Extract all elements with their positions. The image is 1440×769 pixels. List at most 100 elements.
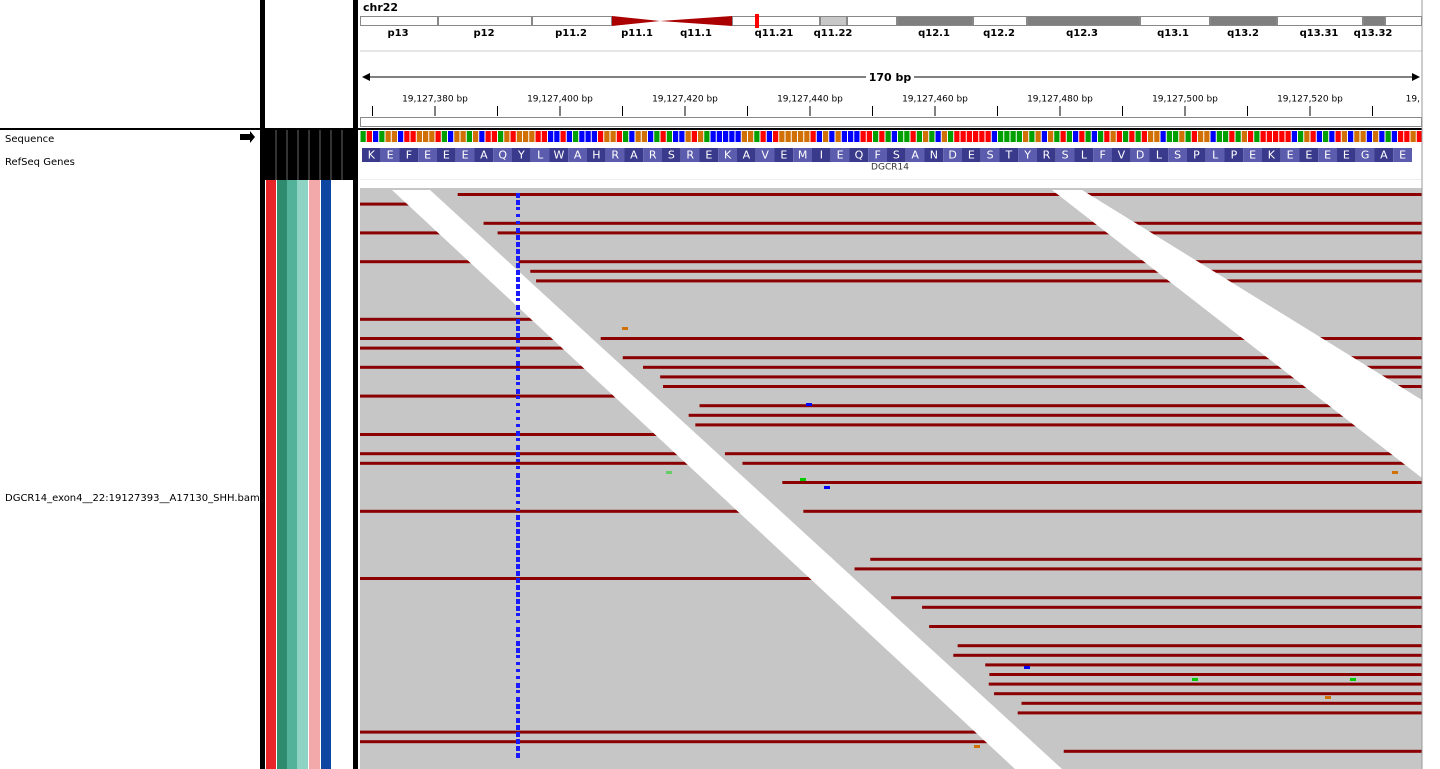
base — [1091, 131, 1097, 142]
insertion — [516, 739, 520, 744]
base — [1016, 131, 1022, 142]
mismatch — [1325, 696, 1331, 699]
amino-acid: E — [1305, 149, 1312, 162]
mismatch-read — [600, 337, 1440, 340]
mismatch-read — [922, 605, 1440, 609]
mismatch-read — [497, 231, 1440, 235]
track-name[interactable]: Sequence — [5, 134, 54, 145]
base — [885, 131, 891, 142]
base — [1323, 131, 1329, 142]
base — [591, 131, 597, 142]
amino-acid: L — [1212, 149, 1219, 162]
insertion — [516, 564, 520, 569]
base — [598, 131, 604, 142]
cytoband-label: q13.32 — [1354, 28, 1393, 39]
insertion — [516, 270, 520, 275]
mismatch — [666, 471, 672, 474]
insertion — [516, 634, 520, 637]
track-name[interactable]: RefSeq Genes — [5, 157, 75, 168]
strand-arrow[interactable] — [240, 131, 255, 143]
base — [1266, 131, 1272, 142]
base — [1179, 131, 1185, 142]
base — [535, 131, 541, 142]
codon — [793, 148, 812, 162]
amino-acid: E — [1343, 149, 1350, 162]
cytoband — [732, 16, 820, 26]
amino-acid: F — [1099, 149, 1105, 162]
base — [1029, 131, 1035, 142]
base — [735, 131, 741, 142]
ruler-label: 19,127,520 bp — [1277, 95, 1343, 105]
base — [1166, 131, 1172, 142]
base — [698, 131, 704, 142]
mismatch-read — [518, 260, 1440, 264]
divider — [0, 128, 1440, 130]
codon — [512, 148, 531, 162]
chromosome-name[interactable]: chr22 — [363, 1, 398, 14]
cytoband — [532, 16, 612, 26]
base — [916, 131, 922, 142]
insertion — [516, 648, 520, 653]
base — [860, 131, 866, 142]
mismatch-read — [622, 356, 1440, 360]
base — [766, 131, 772, 142]
base — [991, 131, 997, 142]
amino-acid: N — [930, 149, 938, 162]
base — [1104, 131, 1110, 142]
mismatch — [974, 745, 980, 748]
insertion — [516, 718, 520, 723]
codon — [1243, 148, 1262, 162]
base — [966, 131, 972, 142]
gene-label[interactable]: DGCR14 — [871, 163, 909, 173]
insertion — [516, 228, 520, 233]
base — [791, 131, 797, 142]
codon — [718, 148, 737, 162]
mismatch-read — [1021, 701, 1440, 705]
base — [1235, 131, 1241, 142]
codon — [587, 148, 606, 162]
amino-acid: A — [1380, 149, 1388, 162]
base — [873, 131, 879, 142]
ideogram[interactable]: p13 p12 p11.2 p11.1 q11.1 q11.21 q11.22 q12.1 q1… — [360, 14, 1422, 39]
base — [760, 131, 766, 142]
cytoband — [897, 16, 973, 26]
codon — [1149, 148, 1169, 162]
base — [929, 131, 935, 142]
base — [804, 131, 810, 142]
ruler-label: 19,127,480 bp — [1027, 95, 1093, 105]
ruler-label: 19,127,420 bp — [652, 95, 718, 105]
codon — [362, 148, 381, 162]
insertion — [516, 655, 520, 658]
divider — [260, 0, 265, 769]
insertion — [516, 620, 520, 623]
mismatch-read — [360, 202, 419, 206]
insertion — [516, 704, 520, 709]
base — [423, 131, 429, 142]
insertion — [516, 550, 520, 555]
amino-acid: E — [837, 149, 844, 162]
mismatch-read — [699, 404, 1440, 408]
mismatch-read — [360, 260, 479, 264]
base — [1291, 131, 1297, 142]
amino-acid: D — [948, 149, 956, 162]
base — [1191, 131, 1197, 142]
base — [948, 131, 954, 142]
base — [473, 131, 479, 142]
insertion — [516, 578, 520, 583]
base — [685, 131, 691, 142]
mismatch — [1192, 678, 1198, 681]
amino-acid: P — [1193, 149, 1200, 162]
attribute-columns — [266, 130, 353, 769]
amino-acid: K — [724, 149, 732, 162]
insertion — [516, 256, 520, 261]
base — [635, 131, 641, 142]
cytoband-label: p13 — [387, 28, 408, 39]
cytoband-label: q11.1 — [680, 28, 712, 39]
base — [754, 131, 760, 142]
track-name[interactable]: DGCR14_exon4__22:19127393__A17130_SHH.ba… — [5, 493, 260, 504]
insertion — [516, 627, 520, 632]
base — [391, 131, 397, 142]
amino-acid: A — [630, 149, 638, 162]
amino-acid: E — [968, 149, 975, 162]
